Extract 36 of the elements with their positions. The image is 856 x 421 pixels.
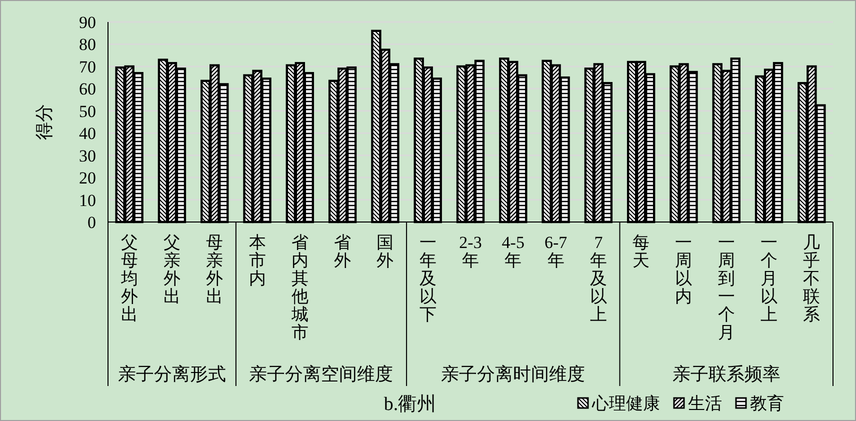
- x-tick-label: 2-3年: [459, 233, 482, 270]
- text: b.衢州: [384, 394, 436, 415]
- x-tick-label: 6-7年: [544, 233, 568, 270]
- legend-label: 教育: [750, 394, 784, 413]
- text: 亲子分离空间维度: [249, 364, 394, 384]
- y-axis-title: 得分: [34, 104, 54, 140]
- x-tick-label: 一周到一个月: [718, 233, 735, 342]
- text: 亲子联系频率: [672, 364, 780, 384]
- y-tick-label: 50: [79, 102, 96, 121]
- x-tick-label: 一个月以上: [760, 233, 778, 324]
- x-tick-label: 几乎不联系: [803, 233, 820, 324]
- y-tick-label: 40: [79, 124, 96, 144]
- x-tick-label: 一周以内: [675, 233, 692, 306]
- text: 亲子分离时间维度: [441, 364, 586, 384]
- x-tick-label: 4-5年: [502, 233, 524, 270]
- y-tick-label: 10: [79, 190, 96, 210]
- x-tick-label: 一年及以下: [419, 233, 436, 324]
- x-tick-label: 省外: [334, 233, 352, 270]
- x-tick-label: 母亲外出: [206, 233, 224, 306]
- legend-label: 心理健康: [591, 394, 660, 413]
- legend-label: 生活: [688, 394, 722, 413]
- x-tick-label: 本市内: [248, 233, 266, 288]
- y-tick-label: 90: [79, 13, 96, 32]
- y-tick-label: 60: [79, 80, 96, 99]
- x-tick-label: 父亲外出: [163, 233, 180, 306]
- y-tick-label: 80: [79, 35, 96, 54]
- x-tick-label: 国外: [376, 233, 394, 270]
- x-tick-label: 7年及以上: [590, 233, 607, 324]
- text: 亲子分离形式: [118, 364, 226, 384]
- y-tick-label: 70: [79, 57, 96, 76]
- y-tick-label: 20: [79, 168, 96, 188]
- x-tick-label: 每天: [632, 233, 650, 270]
- x-tick-label: 省内其他城市: [290, 233, 308, 342]
- y-tick-label: 30: [79, 146, 96, 166]
- x-tick-label: 父母均外出: [120, 233, 138, 324]
- y-tick-label: 0: [88, 213, 96, 232]
